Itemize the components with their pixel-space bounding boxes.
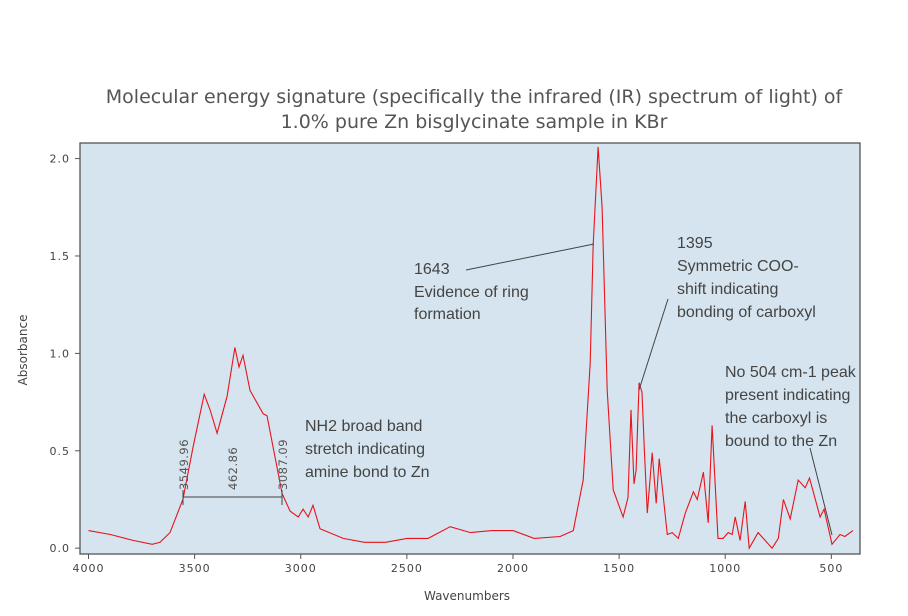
annotation-leader-1643 bbox=[465, 243, 595, 271]
spectrum-line bbox=[88, 146, 854, 551]
annotation-text: Evidence of ring bbox=[414, 284, 529, 301]
annotation-504: No 504 cm-1 peak present indicating the … bbox=[725, 364, 857, 536]
x-tick-label: 1000 bbox=[709, 562, 741, 575]
x-tick-label: 2500 bbox=[391, 562, 423, 575]
annotation-leader-1395 bbox=[638, 298, 669, 391]
y-tick-label: 0.5 bbox=[50, 445, 71, 458]
x-tick-label: 500 bbox=[819, 562, 843, 575]
y-tick-label: 1.5 bbox=[50, 250, 71, 263]
annotation-1395: 1395 Symmetric COO- shift indicating bon… bbox=[638, 235, 816, 391]
annotation-1643: 1643 Evidence of ring formation bbox=[414, 243, 595, 323]
annotation-text: bound to the Zn bbox=[725, 433, 837, 450]
annotation-text: shift indicating bbox=[677, 281, 778, 298]
chart-title-line-2: 1.0% pure Zn bisglycinate sample in KBr bbox=[281, 111, 668, 133]
annotation-text: stretch indicating bbox=[305, 441, 425, 458]
x-tick-label: 2000 bbox=[497, 562, 529, 575]
plot-area bbox=[79, 142, 861, 555]
bracket-label-width: 462.86 bbox=[226, 447, 240, 490]
y-tick-label: 0.0 bbox=[50, 542, 71, 555]
y-tick-label: 1.0 bbox=[50, 347, 71, 360]
y-tick-label: 2.0 bbox=[50, 153, 71, 166]
annotation-text: formation bbox=[414, 306, 481, 323]
chart-title-line-1: Molecular energy signature (specifically… bbox=[106, 86, 844, 108]
x-axis-label: Wavenumbers bbox=[424, 589, 510, 603]
annotation-leader-504 bbox=[809, 447, 833, 536]
y-axis-label: Absorbance bbox=[16, 315, 30, 386]
annotation-text: 1395 bbox=[677, 235, 713, 252]
annotation-text: NH2 broad band bbox=[305, 418, 422, 435]
annotation-text: No 504 cm-1 peak bbox=[725, 364, 857, 381]
x-tick-label: 3500 bbox=[179, 562, 211, 575]
x-tick-label: 1500 bbox=[603, 562, 635, 575]
annotation-nh2: NH2 broad band stretch indicating amine … bbox=[305, 418, 430, 481]
annotation-text: the carboxyl is bbox=[725, 410, 827, 427]
annotation-text: present indicating bbox=[725, 387, 850, 404]
x-tick-label: 3000 bbox=[285, 562, 317, 575]
x-tick-label: 4000 bbox=[72, 562, 104, 575]
annotation-text: amine bond to Zn bbox=[305, 464, 430, 481]
bracket-label-end: 3087.09 bbox=[276, 439, 290, 490]
half-width-bracket: 3549.96 462.86 3087.09 bbox=[177, 439, 290, 505]
bracket-label-start: 3549.96 bbox=[177, 439, 191, 490]
annotation-text: bonding of carboxyl bbox=[677, 304, 816, 321]
annotation-text: 1643 bbox=[414, 261, 450, 278]
annotation-text: Symmetric COO- bbox=[677, 258, 799, 275]
